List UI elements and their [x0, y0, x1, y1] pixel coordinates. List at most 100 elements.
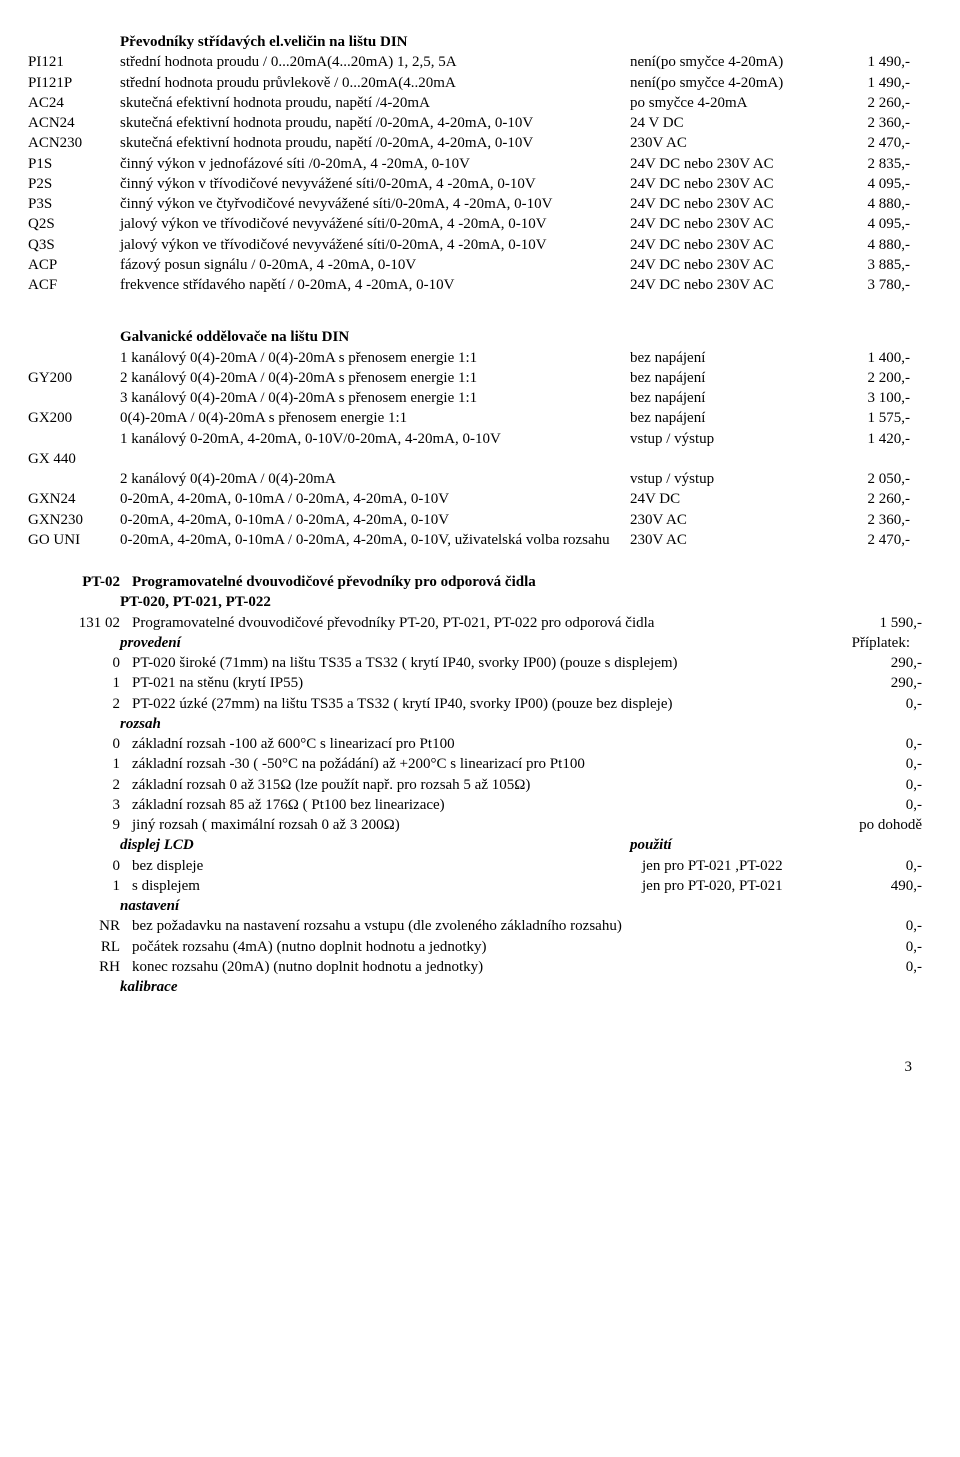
table-row-price: 3 780,-: [830, 275, 916, 295]
table-row-mid: 24V DC nebo 230V AC: [630, 154, 830, 174]
table-row-price: 2 835,-: [830, 154, 916, 174]
table-row-mid: 24V DC nebo 230V AC: [630, 214, 830, 234]
table-row-mid: po smyčce 4-20mA: [630, 93, 830, 113]
table-row-desc: základní rozsah -100 až 600°C s lineariz…: [132, 734, 842, 754]
group-label: nastavení: [120, 896, 630, 916]
table-row-price: 3 100,-: [830, 388, 916, 408]
table-row-desc: činný výkon v jednofázové síti /0-20mA, …: [120, 154, 630, 174]
pt02-maincode: 131 02: [28, 613, 132, 633]
table-row-price: 4 095,-: [830, 214, 916, 234]
table-row-desc: základní rozsah -30 ( -50°C na požádání)…: [132, 754, 842, 774]
table-row-mid: 24V DC nebo 230V AC: [630, 255, 830, 275]
table-row-mid: 24V DC nebo 230V AC: [630, 174, 830, 194]
table-row-code: 9: [28, 815, 132, 835]
table-row-desc: bez displeje: [132, 856, 642, 876]
table-row-desc: jalový výkon ve třívodičové nevyvážené s…: [120, 235, 630, 255]
pt02-maindesc: Programovatelné dvouvodičové převodníky …: [132, 613, 842, 633]
table-row-desc: činný výkon v třívodičové nevyvážené sít…: [120, 174, 630, 194]
table-row-price: 1 490,-: [830, 52, 916, 72]
table-row-desc: jalový výkon ve třívodičové nevyvážené s…: [120, 214, 630, 234]
group-label: kalibrace: [120, 977, 630, 997]
table-row-mid: 230V AC: [630, 530, 830, 550]
table-row-mid: 24V DC nebo 230V AC: [630, 235, 830, 255]
table-row-desc: frekvence střídavého napětí / 0-20mA, 4 …: [120, 275, 630, 295]
table-row-code: 1: [28, 673, 132, 693]
table-row-desc: s displejem: [132, 876, 642, 896]
table-row-code: P3S: [28, 194, 120, 214]
table-row-price: 0,-: [842, 957, 928, 977]
table-row-code: P2S: [28, 174, 120, 194]
table-row-desc: 0(4)-20mA / 0(4)-20mA s přenosem energie…: [120, 408, 630, 428]
table-row-price: 490,-: [842, 876, 928, 896]
table-row-desc: činný výkon ve čtyřvodičové nevyvážené s…: [120, 194, 630, 214]
table-row-code: PI121P: [28, 73, 120, 93]
table-row-price: 1 420,-: [830, 429, 916, 449]
table-row-price: 2 470,-: [830, 133, 916, 153]
table-row-desc: PT-022 úzké (27mm) na lištu TS35 a TS32 …: [132, 694, 842, 714]
table-row-desc: konec rozsahu (20mA) (nutno doplnit hodn…: [132, 957, 842, 977]
table-row-price: 4 095,-: [830, 174, 916, 194]
table-row-price: 0,-: [842, 916, 928, 936]
table-row-price: 2 360,-: [830, 510, 916, 530]
table-row-price: 3 885,-: [830, 255, 916, 275]
table-row-desc: 1 kanálový 0-20mA, 4-20mA, 0-10V/0-20mA,…: [120, 429, 630, 449]
table-row-code: 2: [28, 775, 132, 795]
table-row-price: 0,-: [842, 856, 928, 876]
table-row-mid: jen pro PT-021 ,PT-022: [642, 856, 842, 876]
group-pricelabel: Příplatek:: [830, 633, 916, 653]
table-row-price: 290,-: [842, 653, 928, 673]
table-row-code: ACN24: [28, 113, 120, 133]
table-row-mid: jen pro PT-020, PT-021: [642, 876, 842, 896]
table-row-desc: 0-20mA, 4-20mA, 0-10mA / 0-20mA, 4-20mA,…: [120, 510, 630, 530]
table-row-code: PI121: [28, 52, 120, 72]
pt02-title: Programovatelné dvouvodičové převodníky …: [132, 572, 922, 592]
table-row-desc: základní rozsah 0 až 315Ω (lze použít na…: [132, 775, 842, 795]
table-row-mid: 24V DC nebo 230V AC: [630, 275, 830, 295]
table-row-code: 0: [28, 653, 132, 673]
table-row-desc: skutečná efektivní hodnota proudu, napět…: [120, 93, 630, 113]
table-row-desc: střední hodnota proudu průvlekově / 0...…: [120, 73, 630, 93]
table-row-code: GXN24: [28, 489, 120, 509]
group-label: provedení: [120, 633, 630, 653]
table-row-mid: vstup / výstup: [630, 469, 830, 489]
table-row-code: Q2S: [28, 214, 120, 234]
table-row-price: 0,-: [842, 937, 928, 957]
table-row-code: ACF: [28, 275, 120, 295]
table-row-price: 2 470,-: [830, 530, 916, 550]
table-row-mid: 24V DC: [630, 489, 830, 509]
table-row-code: 0: [28, 856, 132, 876]
table-row-price: 1 575,-: [830, 408, 916, 428]
table-row-desc: PT-021 na stěnu (krytí IP55): [132, 673, 842, 693]
group-label: rozsah: [120, 714, 630, 734]
pt02-mainprice: 1 590,-: [842, 613, 928, 633]
table-row-price: 290,-: [842, 673, 928, 693]
section2-title: Galvanické oddělovače na lištu DIN: [120, 327, 932, 347]
group-midlabel: použití: [630, 835, 830, 855]
table-row-code: Q3S: [28, 235, 120, 255]
table-row-mid: není(po smyčce 4-20mA): [630, 73, 830, 93]
table-row-price: 0,-: [842, 754, 928, 774]
table-row-code: 0: [28, 734, 132, 754]
section1-title: Převodníky střídavých el.veličin na lišt…: [120, 32, 932, 52]
table-row-desc: PT-020 široké (71mm) na lištu TS35 a TS3…: [132, 653, 842, 673]
table-row-price: 4 880,-: [830, 235, 916, 255]
table-row-code: GXN230: [28, 510, 120, 530]
table-row-mid: 24V DC nebo 230V AC: [630, 194, 830, 214]
table-row-code: AC24: [28, 93, 120, 113]
table-row-desc: počátek rozsahu (4mA) (nutno doplnit hod…: [132, 937, 842, 957]
table-row-desc: 2 kanálový 0(4)-20mA / 0(4)-20mA s přeno…: [120, 368, 630, 388]
table-row-price: 0,-: [842, 775, 928, 795]
table-row-code: 1: [28, 754, 132, 774]
table-row-code: RL: [28, 937, 132, 957]
table-row-desc: bez požadavku na nastavení rozsahu a vst…: [132, 916, 842, 936]
table-row-desc: 0-20mA, 4-20mA, 0-10mA / 0-20mA, 4-20mA,…: [120, 530, 630, 550]
page-number: 3: [28, 1057, 932, 1077]
table-row-code: P1S: [28, 154, 120, 174]
table-row-code: ACP: [28, 255, 120, 275]
table-row-code: GO UNI: [28, 530, 120, 550]
table-row-code: 3: [28, 795, 132, 815]
table-row-price: po dohodě: [842, 815, 928, 835]
table-row-mid: bez napájení: [630, 368, 830, 388]
table-row-price: 1 490,-: [830, 73, 916, 93]
table-row-price: 2 200,-: [830, 368, 916, 388]
